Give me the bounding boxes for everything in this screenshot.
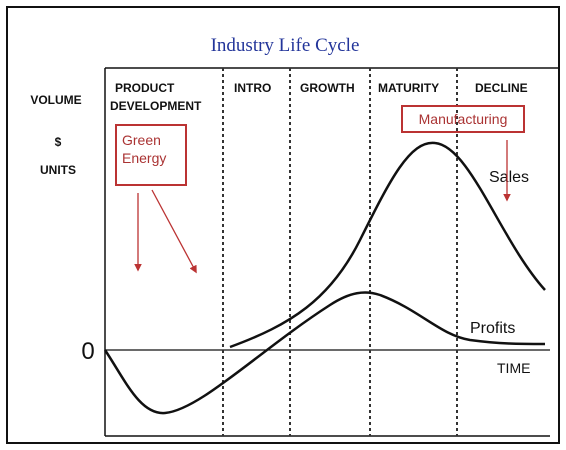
y-axis-label: VOLUME: [30, 93, 81, 107]
stage-label: DECLINE: [475, 81, 528, 95]
title: Industry Life Cycle: [211, 35, 360, 56]
x-axis-label: TIME: [497, 360, 530, 376]
curve-label: Profits: [470, 320, 515, 337]
annotation-box: [401, 105, 525, 133]
stage-label: DEVELOPMENT: [110, 99, 202, 113]
origin-label: 0: [81, 338, 94, 365]
profits-curve: [103, 291, 546, 415]
annotation: Green: [122, 132, 161, 148]
sales-curve: [229, 141, 546, 349]
stage-label: MATURITY: [378, 81, 439, 95]
arrows: [134, 140, 511, 274]
y-axis-label: UNITS: [40, 163, 76, 177]
stage-label: INTRO: [234, 81, 271, 95]
stage-dividers: [222, 68, 458, 436]
stage-label: PRODUCT: [115, 81, 175, 95]
y-axis-label: $: [55, 135, 62, 149]
annotation: Manufacturing: [419, 111, 508, 127]
curve-label: Sales: [489, 169, 529, 186]
frame: [6, 6, 560, 444]
annotation-box: [115, 124, 187, 186]
annotation: Energy: [122, 150, 166, 166]
stage-label: GROWTH: [300, 81, 355, 95]
